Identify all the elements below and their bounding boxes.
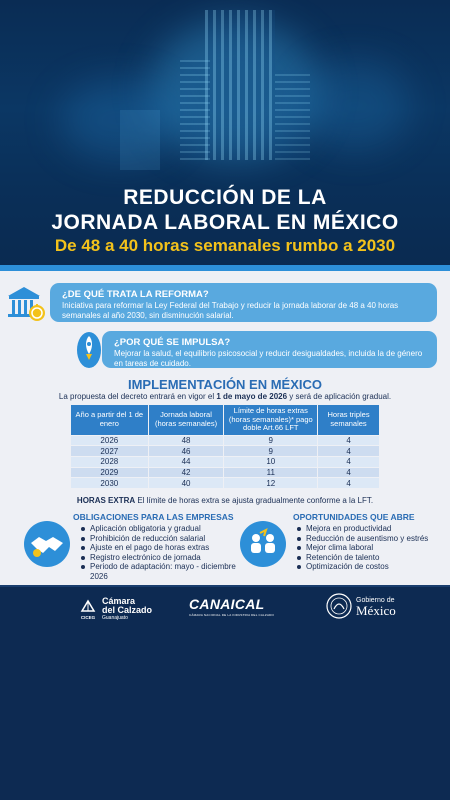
table-cell: 4: [317, 477, 380, 489]
table-row: 2026 48 9 4: [70, 434, 380, 447]
hero-title-line1: REDUCCIÓN DE LA: [123, 186, 327, 209]
column-header: Horas triples semanales: [317, 404, 380, 436]
hero-glow: [300, 60, 410, 150]
national-seal-icon: [326, 593, 352, 619]
ciceg-name-line3: Guanajuato: [102, 615, 128, 621]
obligations-title: OBLIGACIONES PARA LAS EMPRESAS: [73, 512, 234, 522]
city-building: [275, 70, 310, 160]
city-building: [205, 10, 275, 160]
table-cell: 4: [317, 434, 380, 447]
table-row: 2028 44 10 4: [70, 456, 380, 468]
reforma-text: Iniciativa para reformar la Ley Federal …: [62, 301, 399, 320]
horas-extra-label: HORAS EXTRA: [76, 496, 136, 505]
footer-divider: [0, 585, 450, 587]
opportunities-icon-circle: [240, 521, 286, 567]
impulsa-heading: ¿POR QUÉ SE IMPULSA?: [114, 337, 231, 348]
ciceg-name-line1: Cámara: [102, 596, 136, 606]
impulsa-text: Mejorar la salud, el equilibrio psicosoc…: [114, 349, 423, 368]
table-cell: 42: [147, 466, 225, 479]
table-cell: 2028: [70, 456, 149, 468]
impulsa-box: ¿POR QUÉ SE IMPULSA? Mejorar la salud, e…: [102, 331, 437, 368]
city-building: [180, 60, 210, 160]
rocket-head-icon: [77, 332, 101, 368]
table-cell: 4: [317, 445, 380, 458]
canaical-logo: CANAICAL CÁMARA NACIONAL DE LA INDUSTRIA…: [189, 596, 275, 622]
list-item: Optimización de costos: [296, 562, 446, 572]
team-growth-icon: [251, 528, 275, 553]
list-item: Prohibición de reducción salarial: [80, 534, 250, 544]
list-item: Mejor clima laboral: [296, 543, 446, 553]
ciceg-abbr: CICEG: [81, 615, 96, 620]
schedule-table: Año a partir del 1 de enero Jornada labo…: [70, 404, 380, 489]
list-item: Mejora en productividad: [296, 524, 446, 534]
table-cell: 9: [223, 445, 319, 458]
footer: [0, 585, 450, 800]
obligations-list: Aplicación obligatoria y gradual Prohibi…: [80, 524, 250, 582]
intro-text-start: La propuesta del decreto entrará en vigo…: [58, 392, 217, 401]
gobierno-line2: México: [356, 603, 396, 618]
hero-glow: [60, 80, 180, 160]
table-row: 2030 40 12 4: [70, 477, 380, 489]
canaical-name: CANAICAL: [189, 596, 265, 612]
hero-banner: REDUCCIÓN DE LA JORNADA LABORAL EN MÉXIC…: [0, 0, 450, 272]
table-cell: 2029: [70, 466, 149, 479]
column-header: Jornada laboral (horas semanales): [147, 404, 225, 436]
list-item: Periodo de adaptación: mayo - diciembre …: [80, 562, 250, 581]
table-row: 2027 46 9 4: [70, 445, 380, 458]
list-item: Reducción de ausentismo y estrés: [296, 534, 446, 544]
list-item: Aplicación obligatoria y gradual: [80, 524, 250, 534]
ciceg-mark-icon: CICEG: [80, 599, 96, 620]
horas-extra-text: El límite de horas extra se ajusta gradu…: [135, 496, 374, 505]
table-cell: 12: [223, 477, 319, 489]
table-cell: 40: [147, 477, 225, 489]
table-cell: 9: [223, 434, 319, 447]
city-building: [120, 110, 160, 170]
opportunities-list: Mejora en productividad Reducción de aus…: [296, 524, 446, 572]
gobierno-line1: Gobierno de: [356, 597, 395, 604]
table-cell: 2030: [70, 477, 149, 489]
government-building-icon: [8, 287, 45, 321]
table-cell: 48: [147, 434, 225, 447]
gobierno-mexico-logo: Gobierno de México: [326, 593, 406, 623]
list-item: Retención de talento: [296, 553, 446, 563]
column-header: Año a partir del 1 de enero: [70, 404, 149, 436]
hero-subtitle: De 48 a 40 horas semanales rumbo a 2030: [54, 236, 396, 255]
table-cell: 44: [147, 456, 225, 468]
list-item: Registro electrónico de jornada: [80, 553, 250, 563]
reforma-heading: ¿DE QUÉ TRATA LA REFORMA?: [62, 289, 209, 300]
reforma-box: ¿DE QUÉ TRATA LA REFORMA? Iniciativa par…: [50, 283, 437, 322]
table-row: 2029 42 11 4: [70, 466, 380, 479]
handshake-icon: [31, 537, 63, 557]
ciceg-name-line2: del Calzado: [102, 605, 153, 615]
table-cell: 10: [223, 456, 319, 468]
list-item: Ajuste en el pago de horas extras: [80, 543, 250, 553]
accent-stripe: [0, 265, 450, 271]
hero-title-line2: JORNADA LABORAL EN MÉXICO: [51, 211, 399, 234]
table-cell: 4: [317, 466, 380, 479]
table-cell: 46: [147, 445, 225, 458]
table-cell: 11: [223, 466, 319, 479]
table-cell: 2026: [70, 434, 149, 447]
column-header: Límite de horas extras (horas semanales)…: [223, 404, 319, 436]
implementation-title: IMPLEMENTACIÓN EN MÉXICO: [127, 377, 323, 392]
horas-extra-note: HORAS EXTRA El límite de horas extra se …: [0, 496, 450, 505]
ciceg-logo: CICEG Cámara del Calzado Guanajuato: [78, 597, 178, 623]
canaical-tagline: CÁMARA NACIONAL DE LA INDUSTRIA DEL CALZ…: [189, 613, 275, 617]
intro-text-end: y será de aplicación gradual.: [287, 392, 392, 401]
implementation-intro: La propuesta del decreto entrará en vigo…: [0, 392, 450, 401]
table-cell: 2027: [70, 445, 149, 458]
hero-glow: [150, 20, 320, 160]
table-cell: 4: [317, 456, 380, 468]
opportunities-title: OPORTUNIDADES QUE ABRE: [293, 512, 415, 522]
intro-date: 1 de mayo de 2026: [216, 392, 288, 401]
table-header-row: Año a partir del 1 de enero Jornada labo…: [70, 404, 380, 436]
